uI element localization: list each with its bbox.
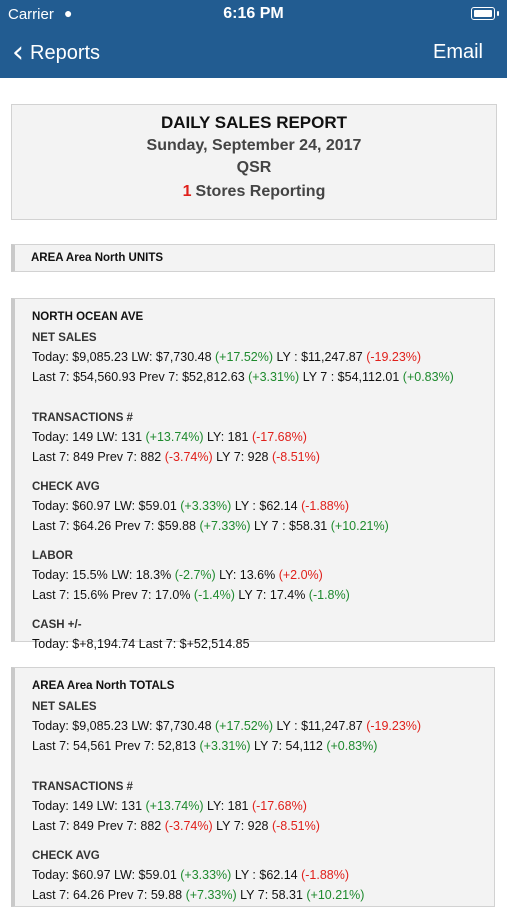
report-date: Sunday, September 24, 2017 (146, 137, 362, 154)
transactions-label: TRANSACTIONS # (32, 412, 133, 424)
totals-check-avg-last7: Last 7: 64.26 Prev 7: 59.88 (+7.33%) LY … (32, 888, 365, 902)
totals-title: AREA Area North TOTALS (32, 680, 175, 692)
totals-check-avg-section: CHECK AVG Today: $60.97 LW: $59.01 (+3.3… (32, 850, 494, 905)
labor-label: LABOR (32, 550, 73, 562)
transactions-today: Today: 149 LW: 131 (+13.74%) LY: 181 (-1… (32, 430, 307, 444)
email-button[interactable]: Email (432, 41, 483, 63)
net-sales-last7: Last 7: $54,560.93 Prev 7: $52,812.63 (+… (32, 370, 454, 384)
wifi-icon: ● (64, 5, 73, 21)
status-bar: Carrier ● 6:16 PM (0, 0, 507, 28)
back-button[interactable]: ‹ Reports (12, 38, 100, 68)
labor-section: LABOR Today: 15.5% LW: 18.3% (-2.7%) LY:… (32, 550, 494, 605)
stores-count: 1 (182, 183, 192, 200)
check-avg-today: Today: $60.97 LW: $59.01 (+3.33%) LY : $… (32, 499, 350, 513)
area-units-label: AREA Area North UNITS (31, 252, 164, 264)
transactions-last7: Last 7: 849 Prev 7: 882 (-3.74%) LY 7: 9… (32, 450, 320, 464)
back-label: Reports (30, 41, 101, 64)
totals-net-sales-today: Today: $9,085.23 LW: $7,730.48 (+17.52%)… (32, 719, 422, 733)
check-avg-last7: Last 7: $64.26 Prev 7: $59.88 (+7.33%) L… (32, 519, 389, 533)
stores-reporting: 1 Stores Reporting (12, 183, 496, 201)
totals-card: AREA Area North TOTALS NET SALES Today: … (11, 667, 495, 907)
carrier-label: Carrier (8, 6, 54, 23)
check-avg-label: CHECK AVG (32, 481, 100, 493)
totals-check-avg-label: CHECK AVG (32, 850, 100, 862)
totals-transactions-section: TRANSACTIONS # Today: 149 LW: 131 (+13.7… (32, 781, 494, 836)
report-title: DAILY SALES REPORT (160, 113, 348, 132)
check-avg-section: CHECK AVG Today: $60.97 LW: $59.01 (+3.3… (32, 481, 494, 536)
cash-label: CASH +/- (32, 619, 82, 631)
report-brand: QSR (236, 159, 272, 176)
chevron-left-icon: ‹ (12, 35, 24, 70)
totals-transactions-last7: Last 7: 849 Prev 7: 882 (-3.74%) LY 7: 9… (32, 819, 320, 833)
battery-icon (471, 7, 499, 20)
stores-label: Stores Reporting (195, 183, 326, 200)
store-card: NORTH OCEAN AVE NET SALES Today: $9,085.… (11, 298, 495, 651)
labor-today: Today: 15.5% LW: 18.3% (-2.7%) LY: 13.6%… (32, 568, 323, 582)
totals-net-sales-label: NET SALES (32, 701, 97, 713)
status-time: 6:16 PM (223, 5, 284, 22)
store-title: NORTH OCEAN AVE (32, 311, 144, 323)
report-header: DAILY SALES REPORT Sunday, September 24,… (11, 104, 497, 220)
nav-bar: ‹ Reports Email (0, 28, 507, 78)
totals-net-sales-section: NET SALES Today: $9,085.23 LW: $7,730.48… (32, 701, 494, 756)
totals-net-sales-last7: Last 7: 54,561 Prev 7: 52,813 (+3.31%) L… (32, 739, 378, 753)
net-sales-today: Today: $9,085.23 LW: $7,730.48 (+17.52%)… (32, 350, 422, 364)
labor-last7: Last 7: 15.6% Prev 7: 17.0% (-1.4%) LY 7… (32, 588, 350, 602)
net-sales-label: NET SALES (32, 332, 97, 344)
cash-section: CASH +/- Today: $+8,194.74 Last 7: $+52,… (32, 619, 494, 654)
net-sales-section: NET SALES Today: $9,085.23 LW: $7,730.48… (32, 332, 494, 387)
totals-transactions-label: TRANSACTIONS # (32, 781, 133, 793)
totals-check-avg-today: Today: $60.97 LW: $59.01 (+3.33%) LY : $… (32, 868, 350, 882)
cash-line: Today: $+8,194.74 Last 7: $+52,514.85 (32, 637, 250, 651)
transactions-section: TRANSACTIONS # Today: 149 LW: 131 (+13.7… (32, 412, 494, 467)
totals-transactions-today: Today: 149 LW: 131 (+13.74%) LY: 181 (-1… (32, 799, 307, 813)
area-units-header: AREA Area North UNITS (11, 244, 495, 272)
